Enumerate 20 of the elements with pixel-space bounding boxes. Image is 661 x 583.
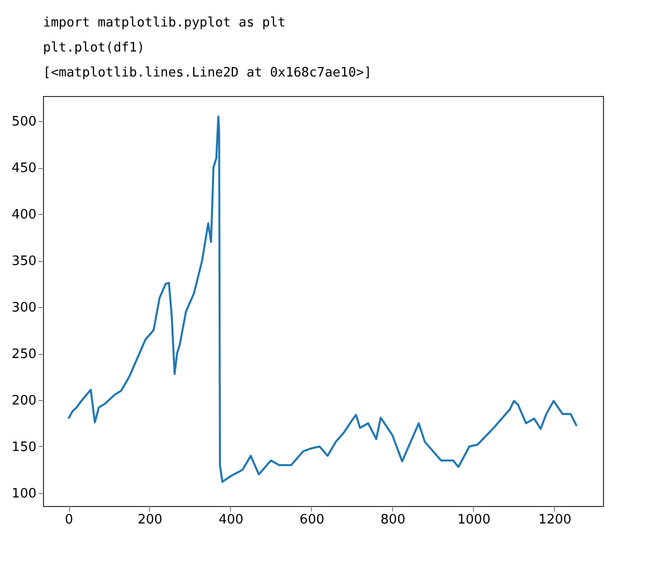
y-tick-label: 450 — [12, 161, 36, 176]
line-series — [68, 115, 578, 483]
y-tick-label: 150 — [12, 440, 36, 455]
text: plt.plot(df1) — [43, 40, 145, 56]
y-tick-label: 100 — [12, 486, 36, 502]
y-tick-label: 400 — [12, 208, 36, 223]
y-tick-label: 350 — [12, 254, 36, 270]
x-tick-label: 400 — [218, 512, 244, 528]
y-tick-label: 200 — [12, 394, 36, 409]
x-tick-label: 1200 — [538, 512, 572, 528]
y-tick-label: 300 — [12, 300, 36, 316]
y-tick-label: 500 — [12, 114, 36, 130]
x-tick-label: 0 — [64, 512, 74, 528]
x-tick-label: 800 — [380, 512, 406, 528]
x-tick-label: 1000 — [457, 512, 490, 528]
text: import matplotlib.pyplot as plt — [43, 16, 286, 30]
x-tick-label: 200 — [138, 512, 162, 528]
text: [<matplotlib.lines.Line2D at 0x168c7ae10>] — [43, 66, 372, 80]
x-tick-label: 600 — [300, 512, 324, 528]
y-tick-label: 250 — [12, 347, 36, 362]
